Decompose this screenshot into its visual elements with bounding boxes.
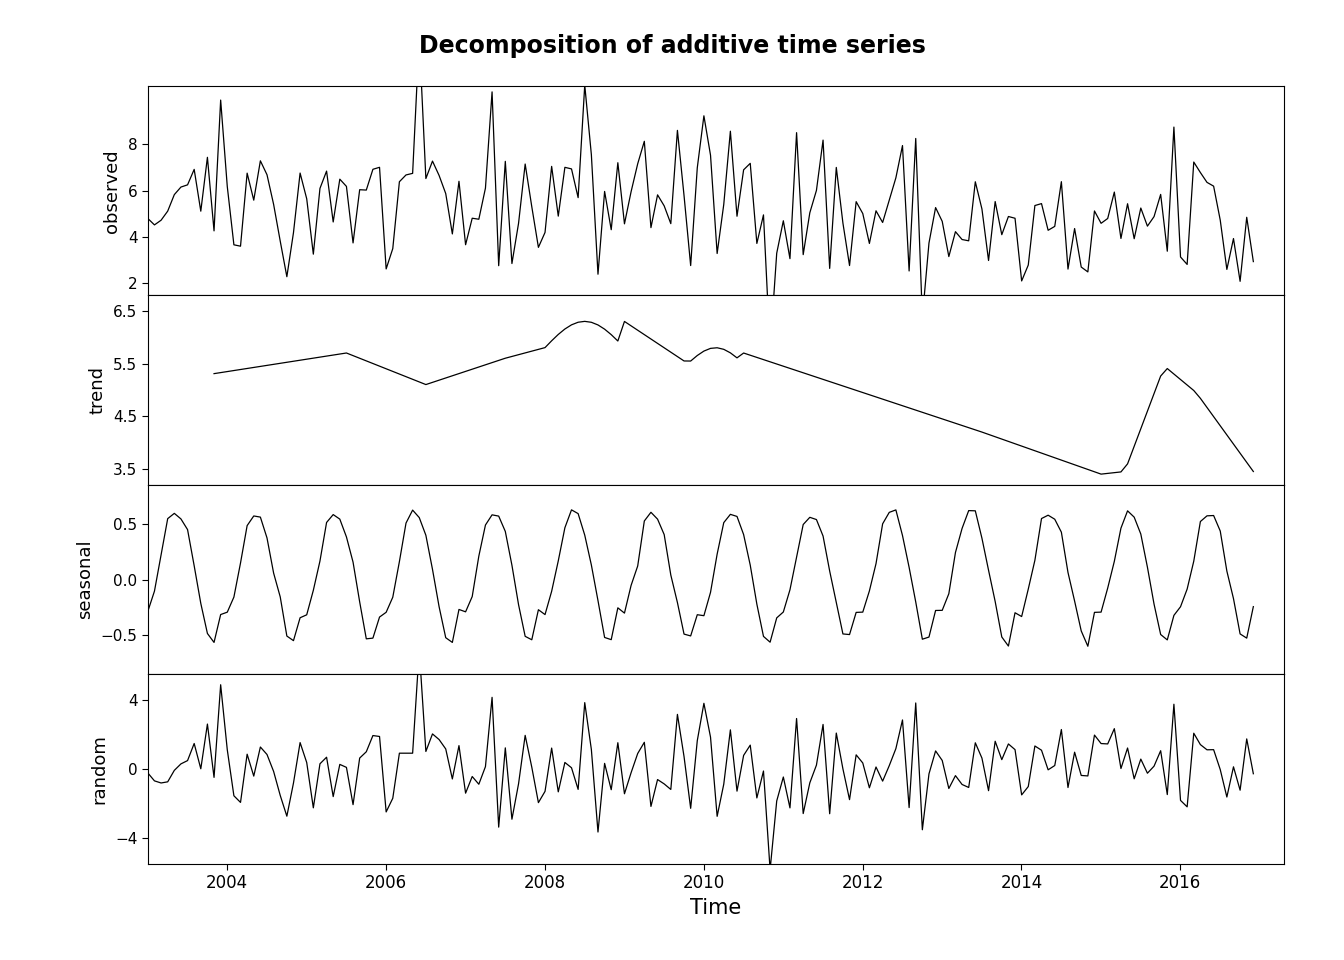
Y-axis label: trend: trend [89,366,106,414]
Y-axis label: observed: observed [102,149,121,232]
Y-axis label: random: random [90,734,108,804]
Text: Decomposition of additive time series: Decomposition of additive time series [418,34,926,58]
Y-axis label: seasonal: seasonal [75,540,94,619]
X-axis label: Time: Time [689,898,742,918]
